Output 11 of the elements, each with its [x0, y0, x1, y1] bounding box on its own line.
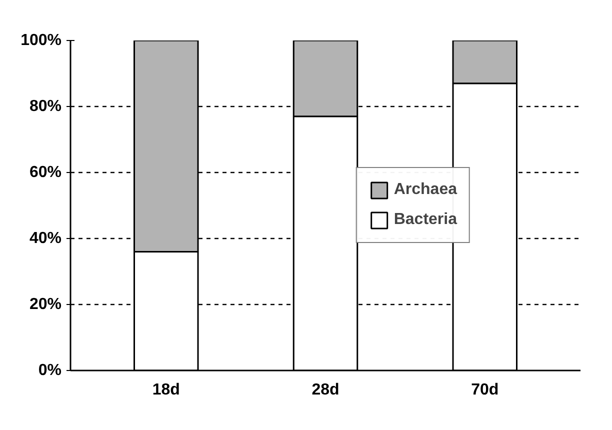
y-tick-label: 0% — [38, 362, 62, 379]
legend-label: Bacteria — [394, 211, 457, 229]
x-tick-label: 28d — [312, 382, 340, 398]
x-tick-label: 18d — [152, 382, 180, 398]
x-tick-label: 70d — [471, 382, 499, 398]
legend-label: Archaea — [394, 181, 457, 199]
y-tick-label: 20% — [29, 296, 62, 313]
y-tick-label: 40% — [29, 230, 62, 247]
y-tick-label: 60% — [29, 164, 62, 181]
y-tick-label: 80% — [29, 98, 62, 115]
y-tick-label: 100% — [20, 32, 62, 49]
